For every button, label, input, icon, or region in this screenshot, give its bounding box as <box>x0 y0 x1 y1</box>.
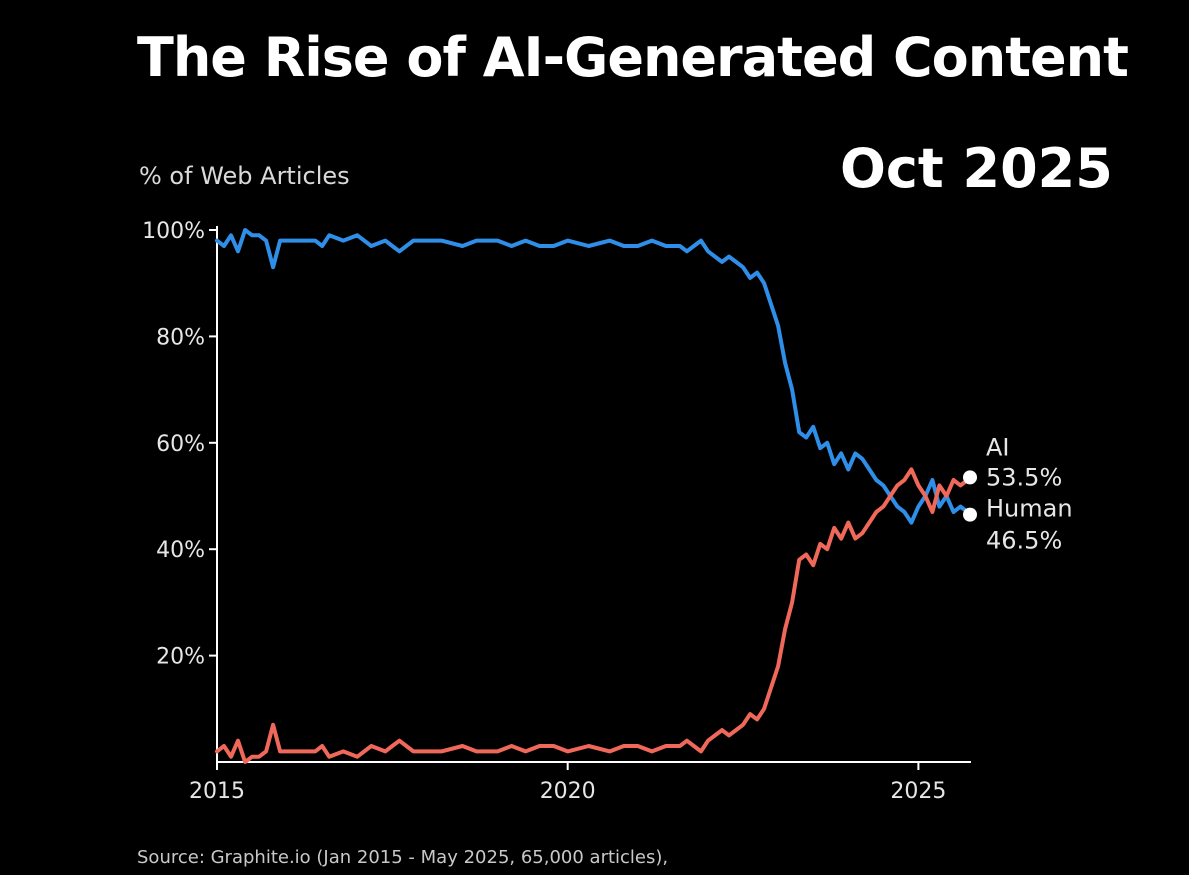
axes: 100% 80% 60% 40% 20% 2015 2020 2025 <box>142 219 971 804</box>
y-tick-label: 40% <box>156 538 205 563</box>
ai-end-marker <box>963 470 977 485</box>
source-note: Source: Graphite.io (Jan 2015 - May 2025… <box>137 847 669 868</box>
date-label: Oct 2025 <box>840 137 1113 200</box>
human-end-label: Human <box>986 495 1073 523</box>
y-tick-label: 60% <box>156 432 205 457</box>
chart-title: The Rise of AI-Generated Content <box>137 26 1129 89</box>
ai-series-line <box>215 467 973 764</box>
series-lines <box>215 228 973 764</box>
y-tick-label: 20% <box>156 645 205 670</box>
y-tick-label: 100% <box>142 219 205 244</box>
x-tick-label: 2020 <box>540 779 596 804</box>
y-tick-label: 80% <box>156 325 205 350</box>
ai-end-value: 53.5% <box>986 463 1062 491</box>
y-axis-label: % of Web Articles <box>139 162 350 190</box>
human-series-line <box>215 228 973 525</box>
x-tick-label: 2015 <box>189 779 245 804</box>
human-end-marker <box>963 507 977 522</box>
ai-end-label: AI <box>986 433 1010 461</box>
x-tick-label: 2025 <box>890 779 946 804</box>
human-end-value: 46.5% <box>986 527 1062 555</box>
